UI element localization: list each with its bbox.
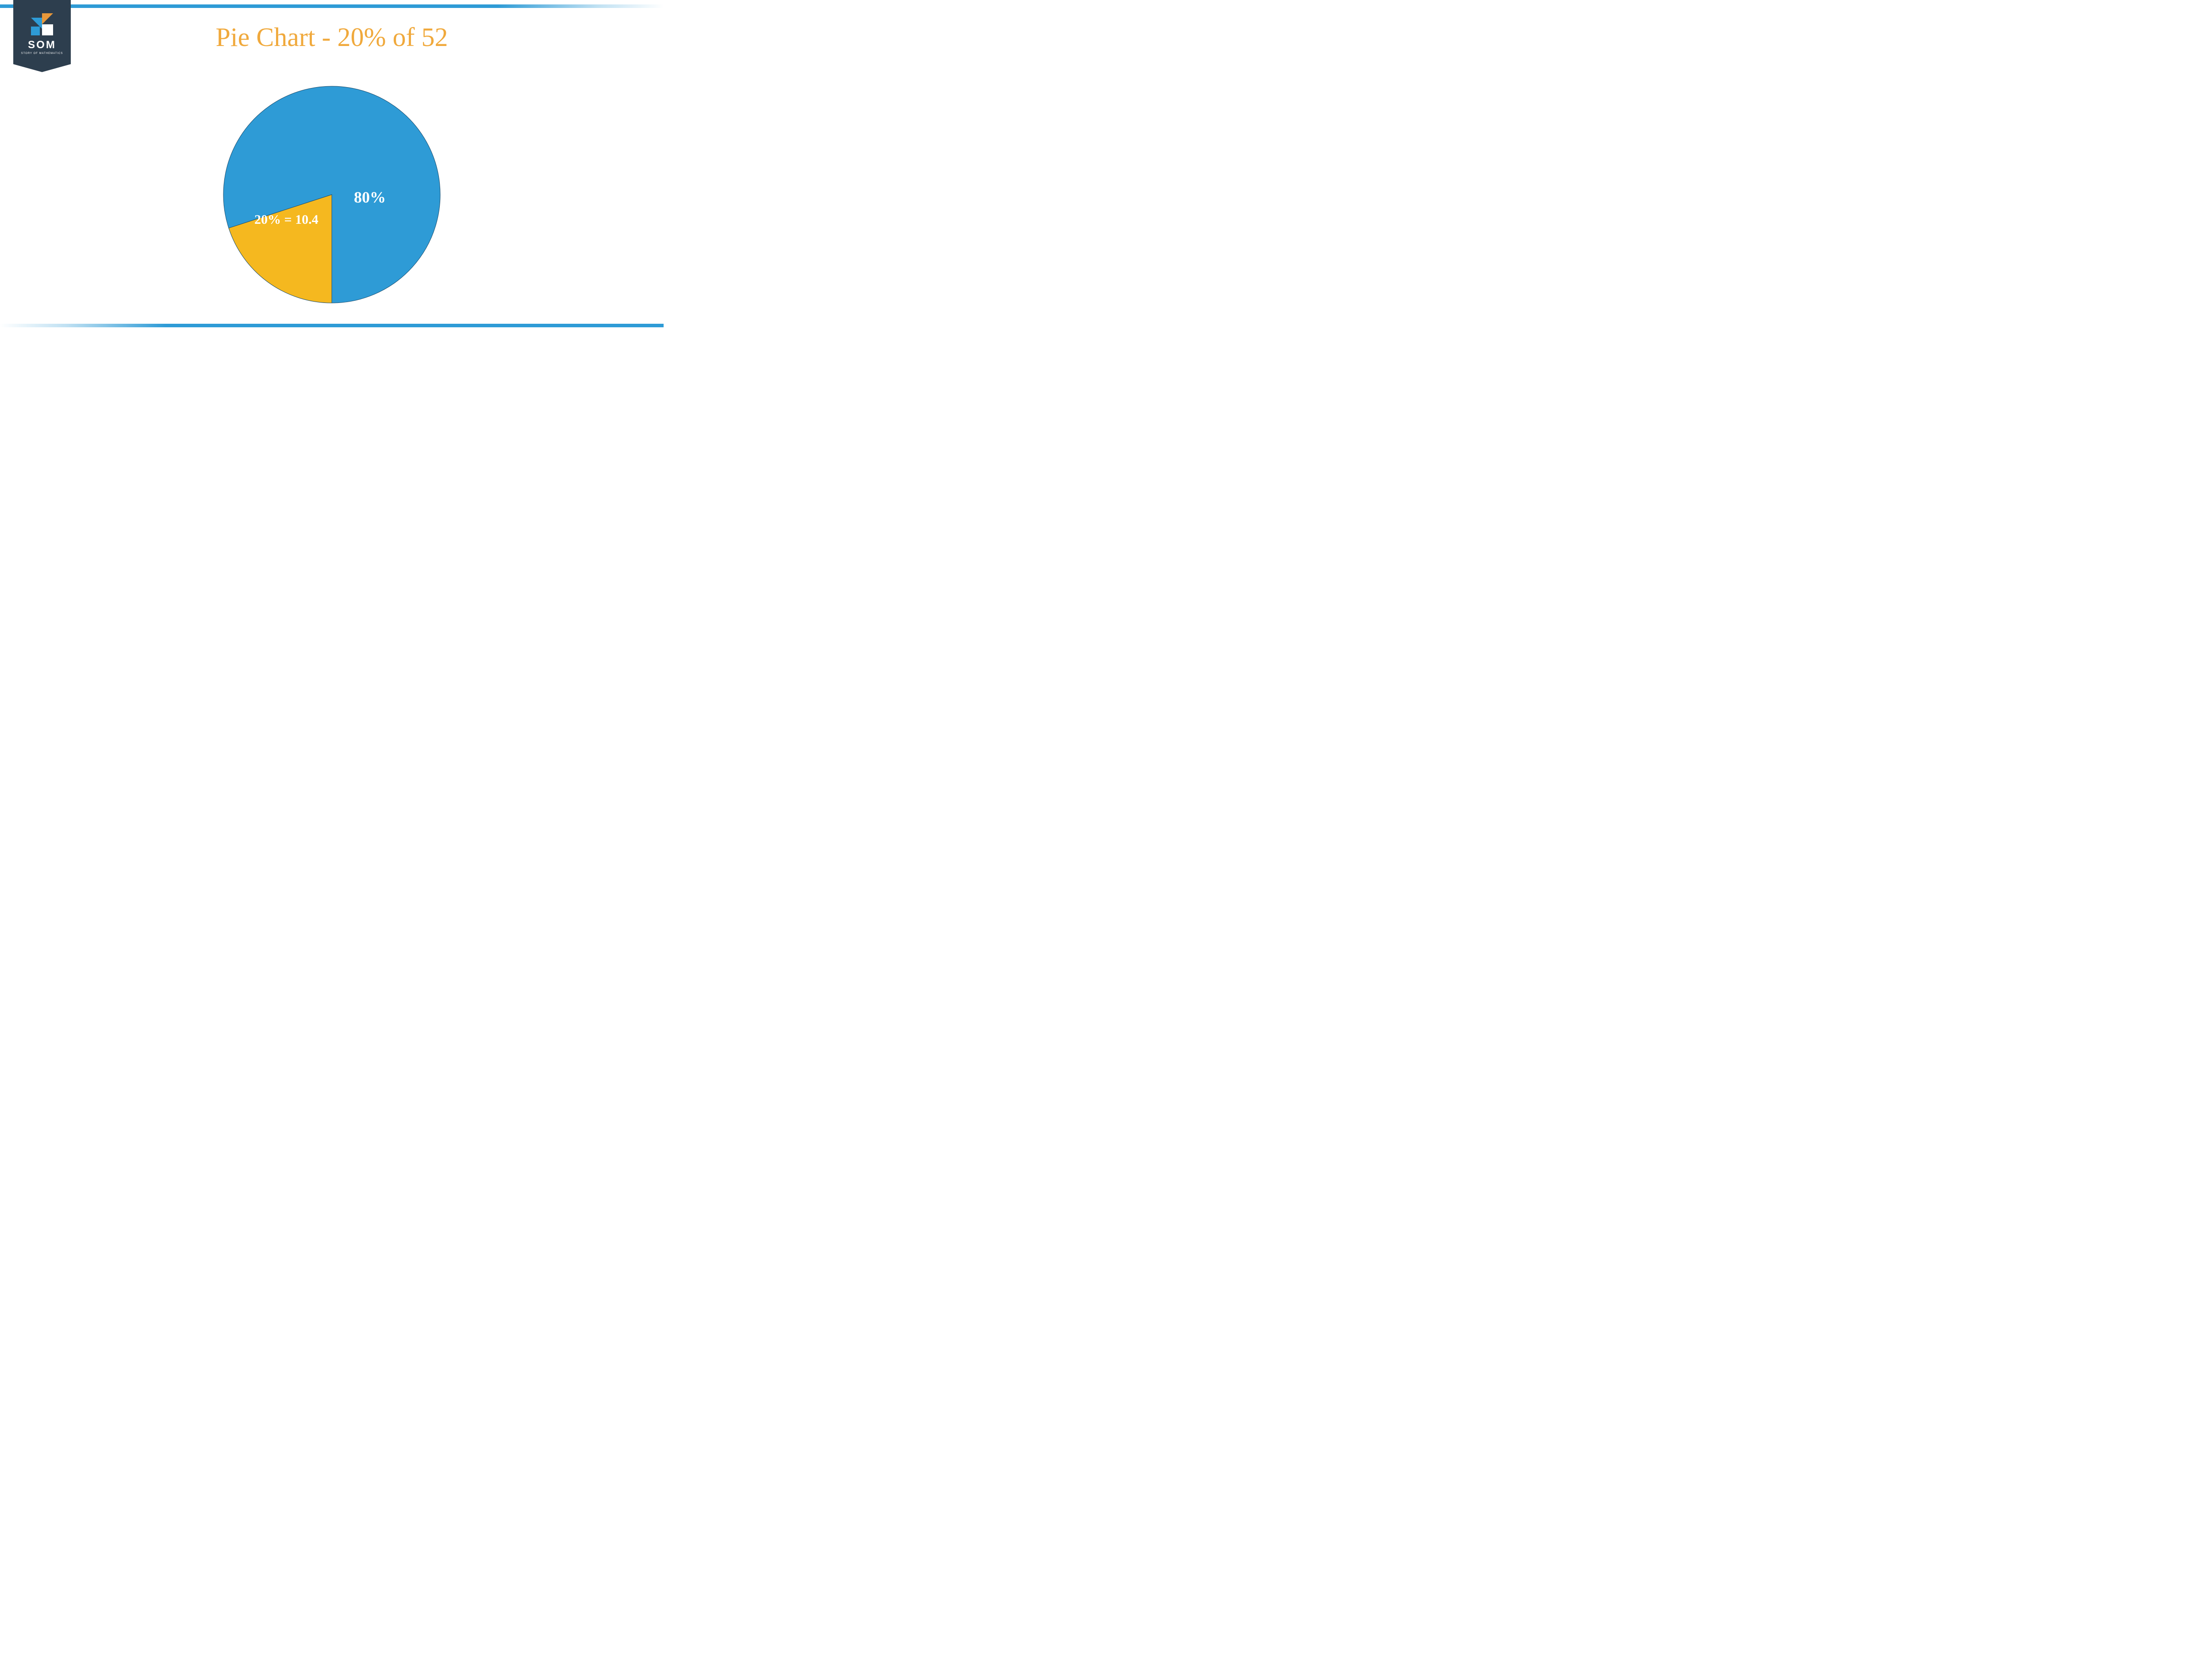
- bottom-accent-bar: [0, 324, 664, 327]
- slice-label-20: 20% = 10.4: [254, 212, 319, 227]
- top-accent-bar: [0, 4, 664, 8]
- chart-title: Pie Chart - 20% of 52: [0, 22, 664, 53]
- slice-label-80: 80%: [354, 188, 386, 207]
- pie-chart: 80% 20% = 10.4: [221, 84, 442, 305]
